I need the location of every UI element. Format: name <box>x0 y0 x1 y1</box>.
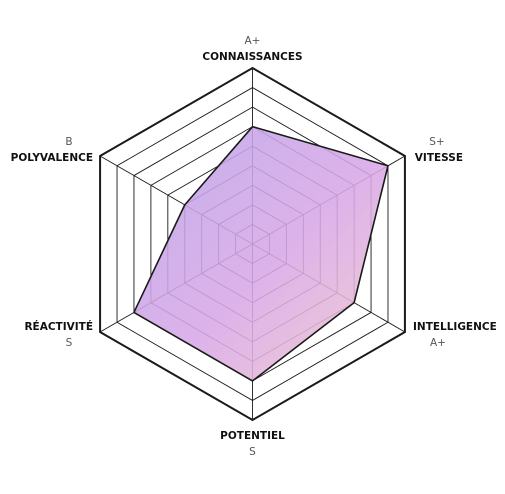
axis-grade-intelligence: A+ <box>430 337 446 349</box>
axis-labels: CONNAISSANCES A+ VITESSE S+ INTELLIGENCE A+ PO… <box>11 35 497 458</box>
data-polygon <box>133 126 388 381</box>
axis-grade-connaissances: A+ <box>245 35 261 47</box>
axis-label-réactivité: RÉACTIVITÉ <box>24 320 93 333</box>
data-outline <box>133 125 389 382</box>
axis-label-potentiel: POTENTIEL <box>220 430 285 442</box>
axis-label-connaissances: CONNAISSANCES <box>202 51 302 63</box>
axis-grade-réactivité: S <box>66 337 73 349</box>
axis-grade-potentiel: S <box>249 446 256 458</box>
axis-grade-polyvalence: B <box>65 136 72 148</box>
axis-label-vitesse: VITESSE <box>415 152 463 164</box>
axis-grade-vitesse: S+ <box>429 136 444 148</box>
axis-label-intelligence: INTELLIGENCE <box>413 321 497 333</box>
axis-label-polyvalence: POLYVALENCE <box>11 152 93 164</box>
